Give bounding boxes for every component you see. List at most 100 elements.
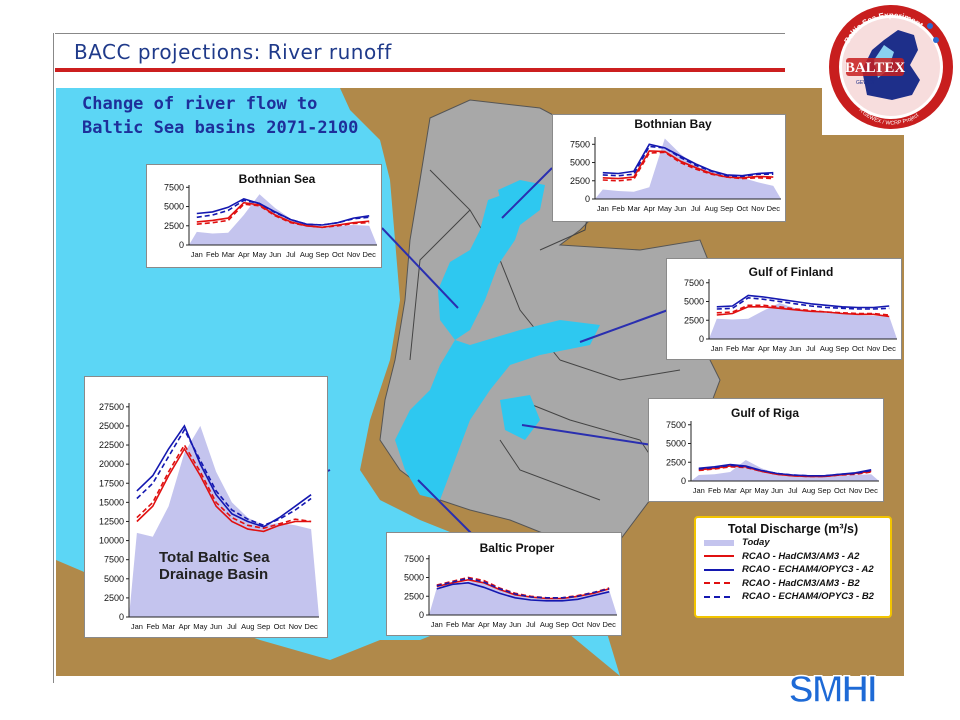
baltic-water [438, 192, 525, 340]
y-tick-label: 0 [681, 476, 686, 486]
legend-item-hadcm3-b2: RCAO - HadCM3/AM3 - B2 [704, 577, 890, 591]
series-line-3 [196, 203, 370, 229]
y-tick-label: 7500 [404, 554, 424, 564]
y-tick-label: 7500 [104, 555, 124, 565]
legend-swatch-today [704, 539, 734, 546]
baltex-logo: BALTEX GEWEX Baltic Sea Experiment A GEW… [822, 0, 960, 135]
x-tick-label: May [772, 344, 786, 353]
y-tick-label: 7500 [666, 420, 686, 430]
x-tick-label: Apr [478, 620, 490, 629]
legend-swatch-hadcm3-a2 [704, 555, 734, 558]
x-tick-label: Aug [802, 486, 815, 495]
legend-item-hadcm3-a2: RCAO - HadCM3/AM3 - A2 [704, 550, 890, 564]
chart-panel-bothnian-sea: Bothnian Sea 0 2500 5000 7500 Jan Feb Mar Apr May… [146, 164, 382, 268]
x-tick-label: Jul [806, 344, 816, 353]
series-line-3 [602, 151, 774, 182]
x-tick-label: Dec [603, 620, 617, 629]
series-line-2 [136, 424, 312, 528]
x-tick-label: Jan [693, 486, 705, 495]
x-tick-label: Mar [162, 622, 175, 631]
x-tick-label: Feb [612, 204, 625, 213]
x-tick-label: Aug [540, 620, 553, 629]
logo-center: BALTEX [845, 60, 905, 76]
x-tick-label: Oct [834, 486, 847, 495]
series-area-today [709, 303, 897, 339]
y-tick-label: 17500 [99, 478, 124, 488]
x-tick-label: Jun [509, 620, 521, 629]
series-line-4 [136, 428, 312, 527]
y-tick-label: 2500 [104, 593, 124, 603]
chart-panel-baltic-proper: Baltic Proper 0 2500 5000 7500 Jan Feb Mar Apr Ma… [386, 532, 622, 636]
y-tick-label: 10000 [99, 536, 124, 546]
y-tick-label: 15000 [99, 497, 124, 507]
legend-label-hadcm3-b2: RCAO - HadCM3/AM3 - B2 [742, 577, 860, 589]
series-area-today [691, 460, 879, 481]
x-tick-label: Sep [556, 620, 569, 629]
x-tick-label: Oct [274, 622, 287, 631]
x-tick-label: May [658, 204, 672, 213]
x-tick-label: Oct [852, 344, 865, 353]
x-tick-label: Mar [222, 250, 235, 259]
x-tick-label: Sep [720, 204, 733, 213]
chart-title: Gulf of Riga [731, 406, 799, 420]
series-line-3 [136, 443, 312, 530]
x-tick-label: Sep [257, 622, 270, 631]
x-tick-label: Aug [300, 250, 313, 259]
x-tick-label: Mar [462, 620, 475, 629]
y-tick-label: 2500 [404, 591, 424, 601]
y-tick-label: 27500 [99, 402, 124, 412]
x-tick-label: Mar [627, 204, 640, 213]
subtitle-line-2: Baltic Sea basins 2071-2100 [82, 118, 359, 138]
x-tick-label: Jul [788, 486, 798, 495]
x-tick-label: Jan [191, 250, 203, 259]
series-line-4 [716, 296, 890, 310]
x-tick-label: Aug [820, 344, 833, 353]
y-tick-label: 0 [699, 334, 704, 344]
map-subtitle: Change of river flow to Baltic Sea basin… [82, 92, 358, 140]
x-tick-label: Jan [711, 344, 723, 353]
y-tick-label: 0 [179, 240, 184, 250]
legend-item-echam4-b2: RCAO - ECHAM4/OPYC3 - B2 [704, 590, 890, 604]
series-area-today [129, 425, 319, 617]
series-line-2 [716, 294, 890, 309]
smhi-logo: SMHI [788, 668, 879, 708]
y-tick-label: 5000 [570, 158, 590, 168]
x-tick-label: Sep [316, 250, 329, 259]
y-tick-label: 7500 [684, 278, 704, 288]
chart-gulf-of-finland: Gulf of Finland 0 2500 5000 7500 Jan Feb Mar Apr… [684, 265, 897, 353]
x-tick-label: Jun [674, 204, 686, 213]
x-tick-label: Oct [736, 204, 749, 213]
y-tick-label: 5000 [164, 202, 184, 212]
legend-label-hadcm3-a2: RCAO - HadCM3/AM3 - A2 [742, 550, 860, 562]
gulf-riga-water [500, 395, 540, 440]
y-tick-label: 5000 [666, 439, 686, 449]
x-tick-label: Mar [742, 344, 755, 353]
chart-title: Bothnian Bay [634, 117, 712, 131]
x-tick-label: Feb [446, 620, 459, 629]
x-tick-label: Oct [332, 250, 345, 259]
baltex-logo-graphic: BALTEX GEWEX Baltic Sea Experiment A GEW… [829, 5, 953, 129]
y-tick-label: 20000 [99, 459, 124, 469]
y-tick-label: 12500 [99, 516, 124, 526]
x-tick-label: Dec [883, 344, 897, 353]
x-tick-label: Apr [758, 344, 770, 353]
x-tick-label: Dec [304, 622, 318, 631]
x-tick-label: Dec [767, 204, 781, 213]
baltic-water-2 [395, 320, 600, 500]
chart-title: Gulf of Finland [749, 265, 834, 279]
x-tick-label: May [252, 250, 266, 259]
y-tick-label: 25000 [99, 421, 124, 431]
chart-title: Bothnian Sea [239, 172, 316, 186]
x-tick-label: Jun [210, 622, 222, 631]
y-tick-label: 5000 [404, 573, 424, 583]
legend-item-today: Today [704, 536, 890, 550]
x-tick-label: Feb [726, 344, 739, 353]
series-line-4 [196, 199, 370, 226]
x-tick-label: Nov [347, 250, 361, 259]
x-tick-label: Sep [818, 486, 831, 495]
legend-label-today: Today [742, 537, 770, 549]
legend-title: Total Discharge (m³/s) [727, 522, 859, 536]
x-tick-label: Apr [643, 204, 655, 213]
legend-swatch-hadcm3-b2 [704, 582, 734, 585]
total-basin-label-line2: Drainage Basin [159, 566, 269, 583]
